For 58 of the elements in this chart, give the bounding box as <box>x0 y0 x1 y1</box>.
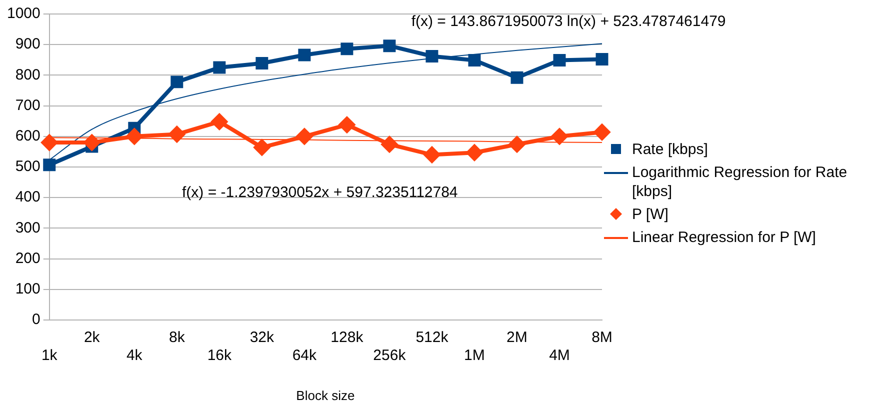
annotation: f(x) = -1.2397930052x + 597.3235112784 <box>182 184 458 202</box>
y-tick-label: 100 <box>15 280 40 298</box>
point <box>424 146 440 163</box>
x-tick-label: 8k <box>168 329 186 346</box>
point <box>298 48 311 62</box>
point <box>296 128 312 144</box>
y-tick-label: 300 <box>15 219 40 236</box>
x-tick-label: 256k <box>373 347 406 364</box>
point <box>168 126 185 142</box>
point <box>126 128 142 144</box>
x-tick-label: 4k <box>126 347 143 364</box>
x-axis-title: Block size <box>296 388 355 403</box>
point <box>338 116 355 133</box>
y-tick-label: 200 <box>15 250 40 267</box>
point <box>41 134 58 151</box>
point <box>211 114 228 130</box>
point <box>340 42 354 56</box>
legend-label: Logarithmic Regression for Rate [kbps] <box>632 163 848 201</box>
point <box>510 71 524 84</box>
y-tick-label: 400 <box>15 188 40 206</box>
point <box>170 76 184 88</box>
point <box>426 50 438 62</box>
x-tick-label: 1k <box>41 347 58 364</box>
y-tick-label: 800 <box>15 66 40 84</box>
x-tick-label: 1M <box>464 347 485 364</box>
legend-label: P [W] <box>632 205 668 224</box>
point <box>43 158 56 172</box>
point <box>594 124 610 140</box>
x-tick-label: 32k <box>250 329 275 346</box>
point <box>553 54 566 66</box>
x-tick-label: 512k <box>416 329 449 346</box>
y-tick-label: 900 <box>15 36 40 53</box>
y-tick-label: 700 <box>15 96 40 114</box>
legend-label: Linear Regression for P [W] <box>632 228 816 247</box>
x-tick-label: 16k <box>207 347 232 364</box>
point <box>551 128 568 144</box>
y-tick-label: 600 <box>15 128 40 145</box>
x-tick-label: 2M <box>506 329 528 346</box>
x-tick-label: 2k <box>84 329 100 346</box>
point <box>596 53 608 66</box>
legend-label: Rate [kbps] <box>632 140 708 159</box>
y-tick-label: 500 <box>15 158 40 176</box>
y-tick-label: 0 <box>32 311 40 328</box>
point <box>383 40 396 52</box>
point <box>84 134 100 151</box>
x-tick-label: 8M <box>592 329 612 346</box>
x-tick-label: 64k <box>292 347 318 364</box>
point <box>508 136 525 152</box>
x-tick-label: 4M <box>549 347 570 364</box>
point <box>213 61 226 74</box>
x-tick-label: 128k <box>330 329 364 346</box>
point <box>256 57 268 70</box>
point <box>468 54 481 66</box>
annotation: f(x) = 143.8671950073 ln(x) + 523.4787461479 <box>411 13 726 30</box>
point <box>466 144 482 161</box>
y-tick-label: 1000 <box>6 5 40 22</box>
point <box>381 136 398 152</box>
point <box>254 139 270 156</box>
